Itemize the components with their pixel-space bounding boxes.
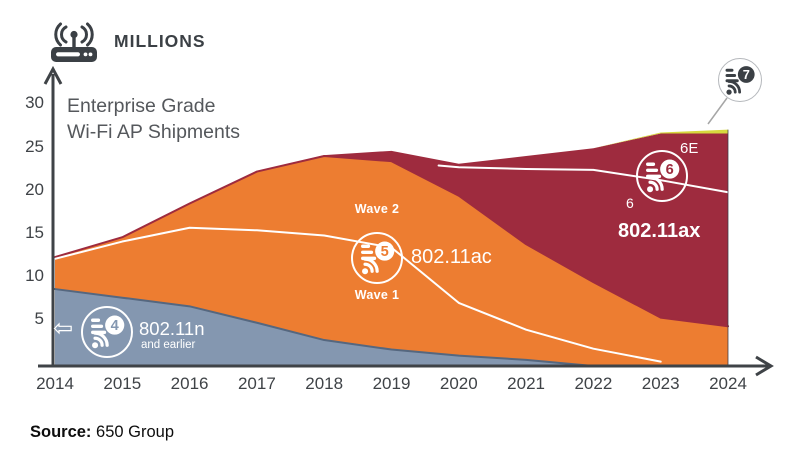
boundary-line <box>54 155 729 328</box>
series-n-sublabel: and earlier <box>141 339 196 351</box>
x-tick-label: 2014 <box>36 374 74 393</box>
wifi4-number: 4 <box>110 318 119 334</box>
x-tick-label: 2017 <box>237 374 276 393</box>
y-tick-label: 20 <box>25 179 44 199</box>
access-point-icon <box>44 18 104 68</box>
wifi6-icon: 6 <box>645 159 680 193</box>
six-label: 6 <box>626 195 634 211</box>
y-tick-label: 15 <box>25 222 44 242</box>
wave1-label: Wave 1 <box>354 288 400 302</box>
y-tick-label: 10 <box>25 266 44 286</box>
x-tick-label: 2018 <box>305 374 344 393</box>
y-tick-label: 5 <box>34 309 44 329</box>
wifi6-number: 6 <box>665 162 673 178</box>
chart-title-line2: Wi-Fi AP Shipments <box>67 121 241 143</box>
series-ax-label: 802.11ax <box>618 220 701 242</box>
source-prefix: Source: <box>30 423 92 441</box>
wifi5-number: 5 <box>380 244 388 260</box>
chart-title-line1: Enterprise Grade <box>67 95 216 117</box>
boundary-line <box>54 288 595 367</box>
y-axis-unit-label: MILLIONS <box>114 31 206 51</box>
y-axis-arrowhead <box>43 65 63 85</box>
wifi7-badge: 7 <box>718 58 762 102</box>
source-line: Source: 650 Group <box>30 423 174 442</box>
area-802-11n-and-earlier <box>55 289 728 366</box>
wifi7-icon: 7 <box>725 65 755 95</box>
x-tick-label: 2015 <box>103 374 142 393</box>
source-text: 650 Group <box>91 423 174 441</box>
y-tick-label: 30 <box>25 93 44 113</box>
chart-title: Enterprise Grade Wi-Fi AP Shipments <box>67 93 240 145</box>
wifi7-pointer-line <box>707 97 728 125</box>
area-802-11ax <box>55 133 728 327</box>
wifi5-badge: 5 <box>351 232 403 284</box>
x-tick-label: 2020 <box>439 374 478 393</box>
x-tick-label: 2024 <box>709 374 747 393</box>
x-tick-label: 2023 <box>641 374 680 393</box>
x-tick-label: 2021 <box>507 374 545 393</box>
y-tick-label: 25 <box>25 136 44 156</box>
series-ac-label: 802.11ac <box>411 246 492 268</box>
sixE-label: 6E <box>680 140 699 157</box>
x-tick-label: 2016 <box>170 374 209 393</box>
wifi7-number: 7 <box>743 67 750 82</box>
wifi4-badge: 4 <box>81 306 133 358</box>
wave2-label: Wave 2 <box>354 202 400 216</box>
x-tick-label: 2022 <box>574 374 613 393</box>
wifi6-badge: 6 <box>636 150 688 202</box>
wifi4-icon: 4 <box>90 315 125 349</box>
series-n-label: 802.11n <box>139 318 205 339</box>
x-tick-label: 2019 <box>372 374 411 393</box>
wifi5-icon: 5 <box>360 241 395 275</box>
left-arrow-icon: ⇦ <box>53 315 74 342</box>
x-axis-arrowhead <box>755 355 774 377</box>
